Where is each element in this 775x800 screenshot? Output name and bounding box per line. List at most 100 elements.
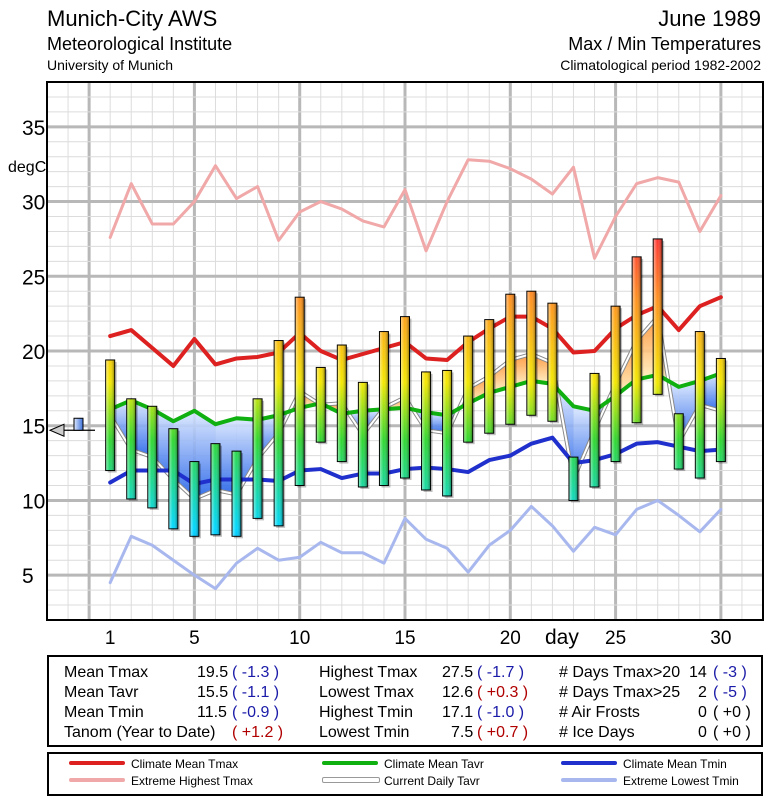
- extreme-low-tmin-line: [108, 498, 723, 591]
- stat-anomaly: ( -1.1 ): [232, 684, 280, 701]
- legend-swatch-climate-tmax: [69, 761, 125, 765]
- daily-bar-highlight: [443, 370, 452, 496]
- daily-bar-highlight: [464, 336, 473, 442]
- daily-bar-highlight: [548, 303, 557, 421]
- cold-anomaly-area: [699, 373, 721, 411]
- legend-swatch-extreme-high: [69, 778, 125, 782]
- daily-bar-highlight: [379, 332, 388, 485]
- institute-name: Meteorological Institute: [47, 34, 233, 54]
- y-axis-label: degC: [8, 159, 46, 176]
- stat-value: 0: [698, 704, 707, 721]
- cold-anomaly-area: [236, 418, 258, 495]
- warm-anomaly-area: [489, 359, 511, 393]
- x-tick-label: 15: [394, 628, 415, 649]
- x-tick-label: 5: [189, 628, 200, 649]
- stat-value: 17.1: [442, 704, 474, 721]
- indicator-arrow: [48, 423, 65, 438]
- legend-swatch-current-tavr: [322, 777, 380, 783]
- daily-bar-highlight: [211, 444, 220, 535]
- daily-bar-highlight: [295, 297, 304, 485]
- stat-anomaly: ( -1.7 ): [477, 664, 525, 681]
- legend: Climate Mean Tmax Climate Mean Tavr Clim…: [47, 752, 763, 796]
- daily-bar-highlight: [485, 320, 494, 433]
- x-tick-label: 20: [500, 628, 521, 649]
- stat-anomaly: ( -3 ): [713, 664, 747, 681]
- y-tick-label: 5: [22, 565, 34, 588]
- stat-value: 14: [689, 664, 707, 681]
- university-name: University of Munich: [47, 57, 174, 73]
- warm-anomaly-area: [468, 376, 490, 404]
- daily-bar-highlight: [169, 429, 178, 529]
- stat-anomaly: ( +0.7 ): [477, 724, 529, 741]
- daily-bar-highlight: [316, 367, 325, 442]
- daily-bar-highlight: [422, 372, 431, 490]
- chart-subtitle: Max / Min Temperatures: [568, 34, 761, 54]
- y-tick-label: 35: [22, 117, 45, 140]
- x-tick-label: 30: [710, 628, 731, 649]
- stat-value: 0: [698, 724, 707, 741]
- stat-label: Tanom (Year to Date): [64, 724, 216, 741]
- daily-bar-highlight: [148, 406, 157, 508]
- warm-anomaly-area: [510, 353, 532, 387]
- warm-anomaly-area: [636, 316, 658, 380]
- daily-bar-highlight: [358, 382, 367, 487]
- daily-bar-highlight: [274, 341, 283, 526]
- stat-value: 7.5: [451, 724, 474, 741]
- legend-label: Extreme Lowest Tmin: [623, 774, 739, 788]
- stat-label: # Air Frosts: [559, 704, 640, 721]
- daily-bar-highlight: [190, 462, 199, 536]
- stat-label: Lowest Tmax: [319, 684, 414, 701]
- statistics-panel: Mean Tmax 19.5 ( -1.3 ) Mean Tavr 15.5 (…: [47, 655, 763, 747]
- daily-bar-highlight: [632, 257, 641, 423]
- stat-label: # Ice Days: [559, 724, 635, 741]
- daily-bar-highlight: [401, 317, 409, 478]
- daily-bar-highlight: [527, 291, 536, 415]
- indicator-bar: [73, 417, 84, 431]
- stat-label: Highest Tmax: [319, 664, 418, 681]
- cold-anomaly-area: [215, 418, 237, 495]
- daily-bar-highlight: [127, 399, 136, 499]
- stat-value: 19.5: [197, 664, 229, 681]
- daily-bar-highlight: [674, 414, 683, 469]
- stat-value: 12.6: [442, 684, 474, 701]
- daily-bar-highlight: [337, 345, 346, 462]
- cold-anomaly-area: [257, 415, 279, 459]
- climatology-period: Climatological period 1982-2002: [560, 57, 761, 73]
- stat-label: # Days Tmax>20: [559, 664, 681, 681]
- y-tick-label: 30: [22, 192, 45, 215]
- stat-label: Lowest Tmin: [319, 724, 410, 741]
- stat-anomaly: ( -1.0 ): [477, 704, 525, 721]
- y-tick-label: 15: [22, 416, 45, 439]
- stat-anomaly: ( -5 ): [713, 684, 747, 701]
- daily-bar-highlight: [106, 360, 115, 471]
- stat-value: 2: [698, 684, 707, 701]
- daily-bar-highlight: [611, 306, 620, 462]
- stat-anomaly: ( -0.9 ): [232, 704, 280, 721]
- legend-label: Extreme Highest Tmax: [131, 774, 253, 788]
- stat-anomaly: ( +0 ): [713, 724, 751, 741]
- stat-label: Highest Tmin: [319, 704, 413, 721]
- daily-bar-highlight: [653, 239, 662, 394]
- daily-bar-highlight: [695, 332, 704, 478]
- x-tick-label: 10: [289, 628, 310, 649]
- extreme-high-tmax-line: [108, 158, 723, 260]
- daily-bar-highlight: [232, 451, 241, 536]
- daily-bar-highlight: [253, 399, 262, 518]
- legend-label: Climate Mean Tmin: [623, 757, 727, 771]
- year-indicator: [48, 417, 95, 438]
- legend-swatch-extreme-low: [561, 778, 617, 782]
- stat-label: Mean Tmax: [64, 664, 149, 681]
- stat-anomaly: ( -1.3 ): [232, 664, 280, 681]
- y-tick-label: 10: [22, 490, 45, 513]
- cold-anomaly-area: [173, 410, 195, 499]
- y-tick-label: 20: [22, 341, 45, 364]
- stat-label: Mean Tavr: [64, 684, 139, 701]
- x-tick-label: 25: [605, 628, 626, 649]
- stat-label: # Days Tmax>25: [559, 684, 681, 701]
- stat-anomaly: ( +0 ): [713, 704, 751, 721]
- stat-value: 27.5: [442, 664, 474, 681]
- cold-anomaly-area: [426, 412, 448, 434]
- daily-bars: [105, 238, 728, 539]
